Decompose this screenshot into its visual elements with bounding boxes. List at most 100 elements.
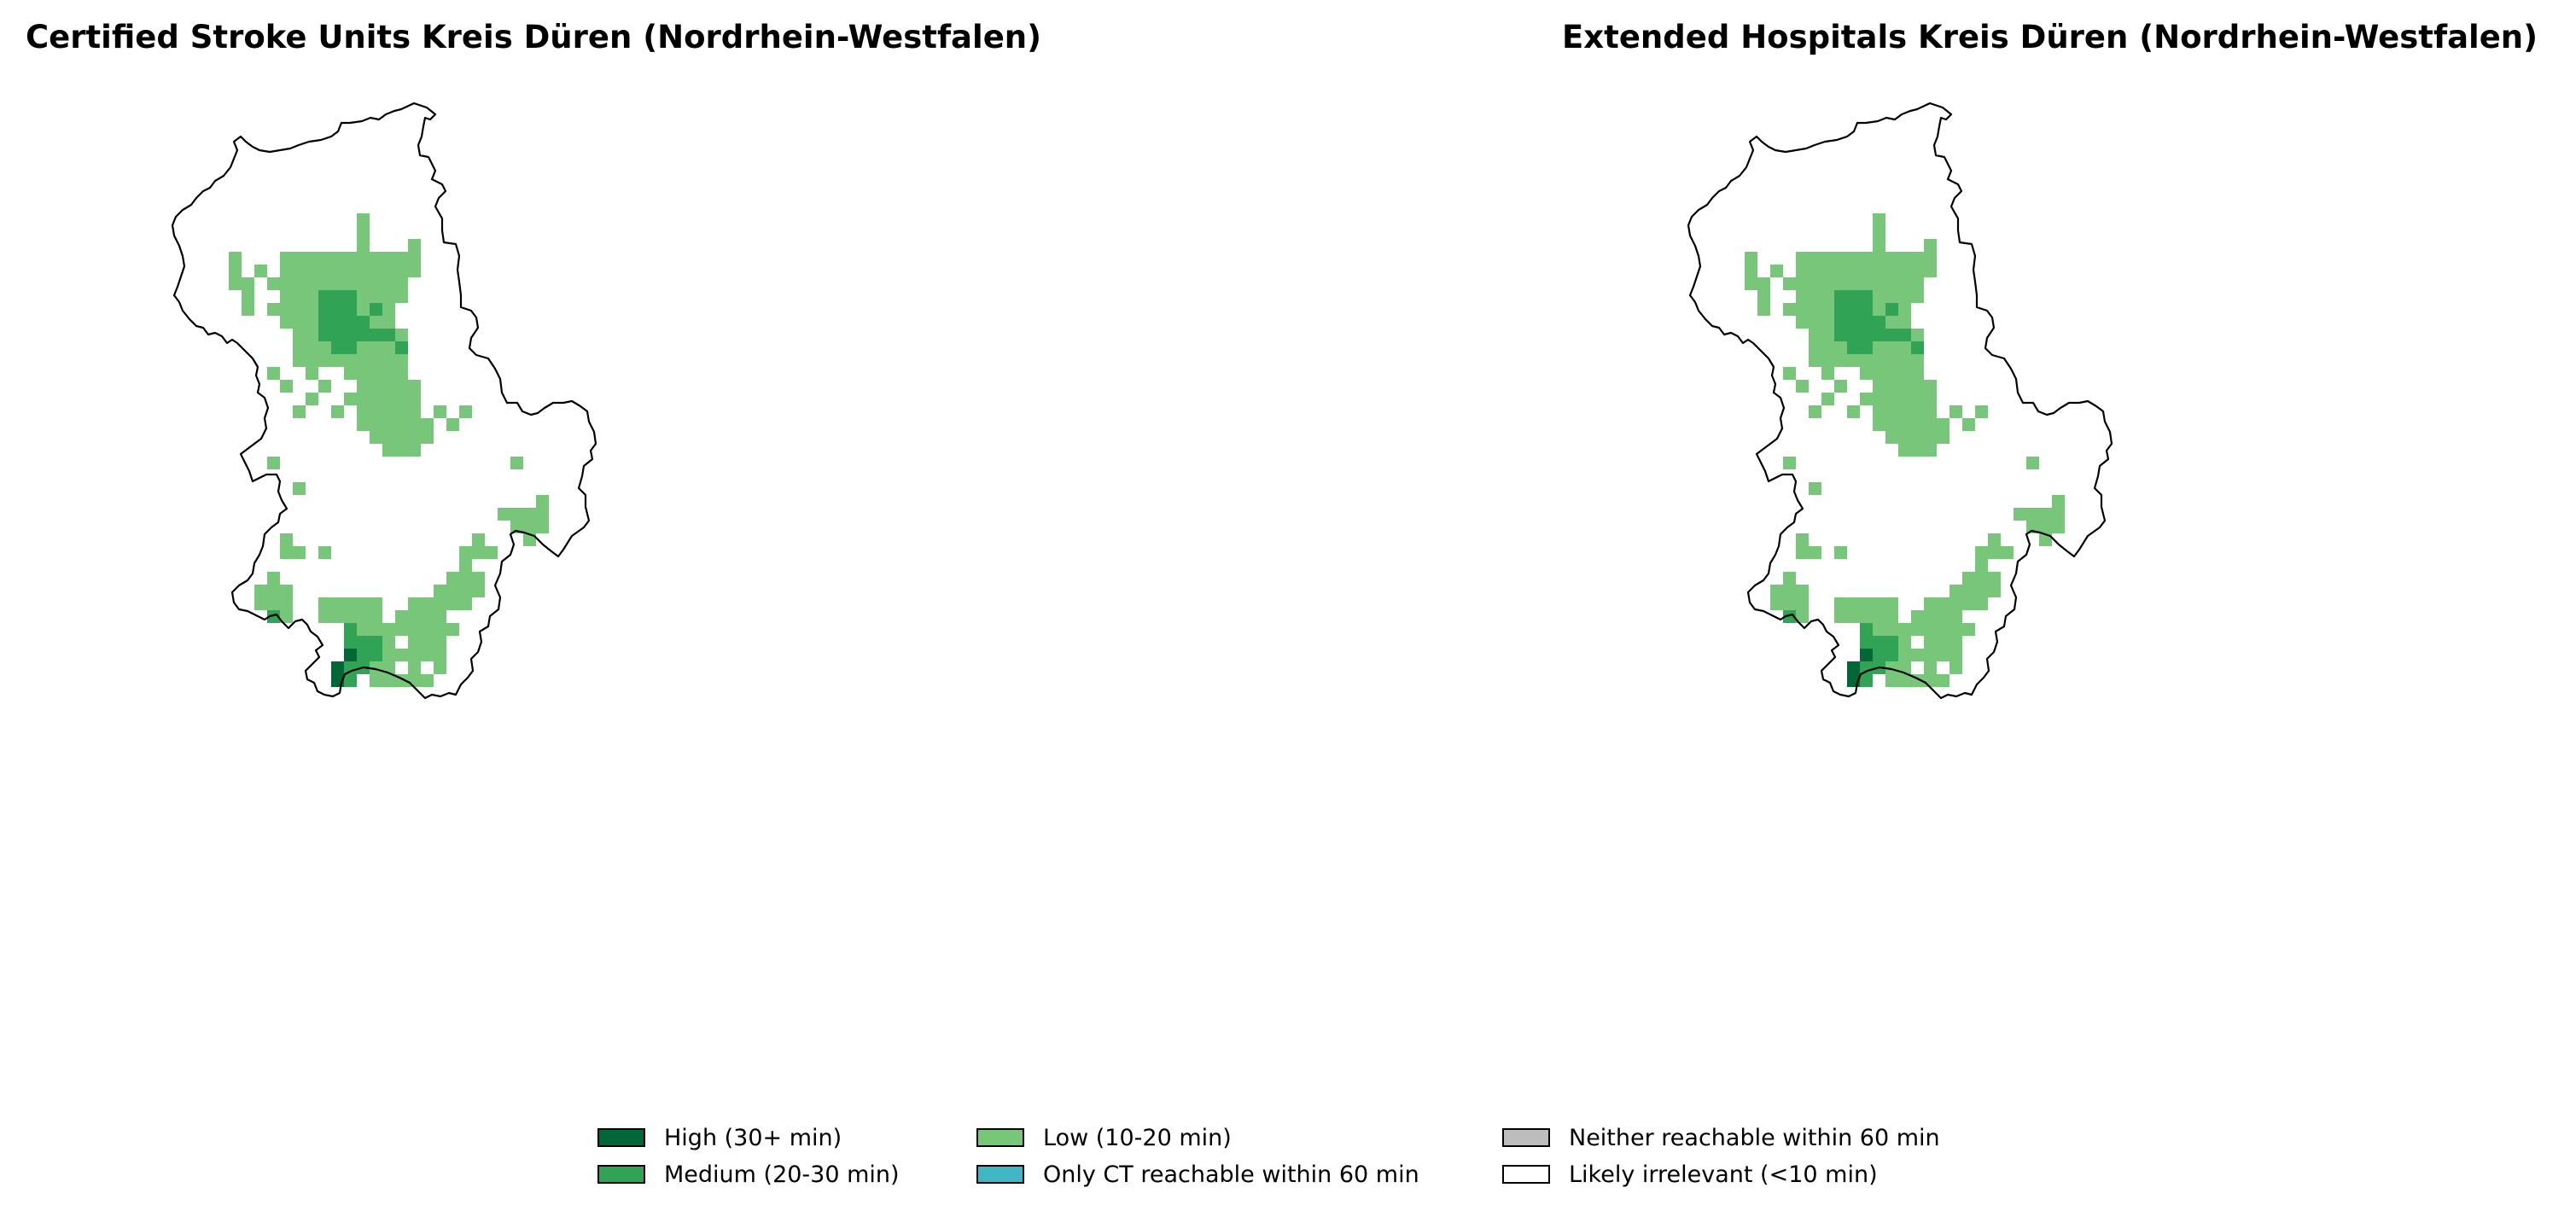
grid-cell-low bbox=[1770, 265, 1783, 277]
grid-cell-low bbox=[408, 661, 421, 674]
grid-cell-low bbox=[1873, 623, 1898, 636]
grid-cell-high bbox=[1847, 661, 1860, 674]
legend-swatch-irrelevant bbox=[1502, 1165, 1550, 1184]
grid-cell-medium bbox=[331, 341, 357, 354]
grid-cell-low bbox=[382, 649, 446, 661]
grid-cell-low bbox=[395, 329, 408, 341]
grid-cell-low bbox=[446, 572, 485, 585]
grid-cell-low bbox=[331, 252, 344, 265]
grid-cell-low bbox=[293, 277, 331, 290]
legend-label-irrelevant: Likely irrelevant (<10 min) bbox=[1569, 1161, 1878, 1188]
grid-cell-low bbox=[1757, 303, 1770, 316]
legend-label-only-ct: Only CT reachable within 60 min bbox=[1043, 1161, 1419, 1188]
grid-cell-low bbox=[1873, 239, 1885, 252]
grid-cell-low bbox=[1924, 597, 1988, 610]
grid-cell-low bbox=[370, 674, 395, 687]
grid-cell-medium bbox=[1898, 329, 1911, 341]
legend: High (30+ min) Medium (20-30 min) Low (1… bbox=[597, 1123, 2049, 1200]
grid-cell-low bbox=[1873, 226, 1885, 239]
grid-cell-low bbox=[1898, 649, 1962, 661]
legend-item-only-ct: Only CT reachable within 60 min bbox=[976, 1160, 1419, 1189]
grid-cell-low bbox=[1885, 252, 1924, 265]
grid-cell-medium bbox=[344, 290, 357, 303]
grid-cell-low bbox=[1860, 252, 1873, 265]
grid-cell-low bbox=[434, 661, 446, 674]
grid-cell-low bbox=[344, 252, 357, 265]
grid-cell-low bbox=[1873, 405, 1937, 418]
grid-cell-low bbox=[344, 367, 408, 380]
legend-swatch-medium bbox=[597, 1165, 645, 1184]
grid-cell-low bbox=[1847, 252, 1860, 265]
legend-swatch-only-ct bbox=[976, 1165, 1024, 1184]
grid-cell-low bbox=[434, 405, 446, 418]
grid-cell-low bbox=[1821, 367, 1834, 380]
grid-cell-low bbox=[370, 431, 434, 444]
grid-cell-medium bbox=[1834, 303, 1873, 316]
grid-cell-low bbox=[1949, 405, 1962, 418]
grid-cell-low bbox=[280, 546, 306, 559]
grid-cell-low bbox=[1885, 290, 1924, 303]
grid-cell-low bbox=[370, 252, 408, 265]
grid-cell-low bbox=[1834, 597, 1898, 610]
grid-cell-low bbox=[1873, 393, 1937, 405]
grid-cell-low bbox=[1885, 674, 1911, 687]
grid-cell-medium bbox=[357, 649, 382, 661]
district-boundary-left bbox=[171, 102, 597, 700]
grid-cell-medium bbox=[1885, 303, 1898, 316]
grid-cell-low bbox=[229, 252, 242, 265]
grid-cell-low bbox=[510, 457, 523, 469]
grid-cell-low bbox=[1898, 444, 1924, 457]
grid-cell-low bbox=[1783, 303, 1834, 316]
grid-cell-low bbox=[318, 597, 382, 610]
grid-cell-low bbox=[1885, 431, 1949, 444]
grid-cell-low bbox=[1924, 239, 1937, 252]
legend-label-high: High (30+ min) bbox=[664, 1124, 842, 1151]
grid-cell-low bbox=[1924, 252, 1937, 265]
grid-cell-low bbox=[446, 418, 459, 431]
grid-cell-low bbox=[1924, 444, 1937, 457]
grid-cell-low bbox=[1745, 277, 1770, 290]
grid-cell-low bbox=[331, 405, 344, 418]
map-panel-right bbox=[1687, 102, 2113, 700]
grid-cell-low bbox=[370, 290, 408, 303]
grid-cell-low bbox=[306, 341, 331, 354]
grid-cell-low bbox=[357, 303, 370, 316]
grid-cell-low bbox=[331, 265, 357, 277]
grid-cell-medium bbox=[1834, 316, 1885, 329]
grid-cell-low bbox=[382, 341, 395, 354]
grid-cell-low bbox=[1796, 265, 1847, 277]
grid-cell-low bbox=[1988, 533, 2001, 546]
grid-cell-low bbox=[267, 457, 280, 469]
grid-cell-low bbox=[1924, 661, 1937, 674]
grid-cell-low bbox=[498, 508, 536, 521]
grid-cell-low bbox=[1809, 405, 1821, 418]
grid-cell-low bbox=[1834, 380, 1847, 393]
grid-cell-low bbox=[357, 290, 370, 303]
grid-cell-low bbox=[1809, 482, 1821, 495]
legend-swatch-low bbox=[976, 1128, 1024, 1147]
grid-cell-low bbox=[293, 405, 306, 418]
grid-cell-low bbox=[2026, 457, 2039, 469]
grid-cell-low bbox=[1847, 265, 1873, 277]
grid-cell-medium bbox=[318, 329, 344, 341]
grid-cell-low bbox=[1911, 674, 1949, 687]
grid-cell-low bbox=[1962, 572, 2001, 585]
grid-cell-low bbox=[2052, 495, 2065, 508]
grid-cell-low bbox=[1949, 661, 1962, 674]
grid-cell-low bbox=[357, 252, 370, 265]
grid-cell-low bbox=[254, 585, 293, 597]
grid-cell-low bbox=[1885, 661, 1911, 674]
legend-item-irrelevant: Likely irrelevant (<10 min) bbox=[1502, 1160, 1878, 1189]
grid-cell-low bbox=[370, 316, 382, 329]
grid-cell-high bbox=[1860, 649, 1873, 661]
legend-item-high: High (30+ min) bbox=[597, 1123, 842, 1152]
grid-cell-high bbox=[344, 649, 357, 661]
grid-cell-low bbox=[1975, 546, 2014, 559]
grid-cell-low bbox=[1809, 329, 1834, 341]
grid-cell-low bbox=[2052, 508, 2065, 521]
grid-cell-low bbox=[1821, 393, 1834, 405]
grid-cell-low bbox=[1809, 277, 1847, 290]
grid-cell-low bbox=[1783, 367, 1796, 380]
grid-cell-low bbox=[293, 482, 306, 495]
grid-cell-low bbox=[1847, 405, 1860, 418]
